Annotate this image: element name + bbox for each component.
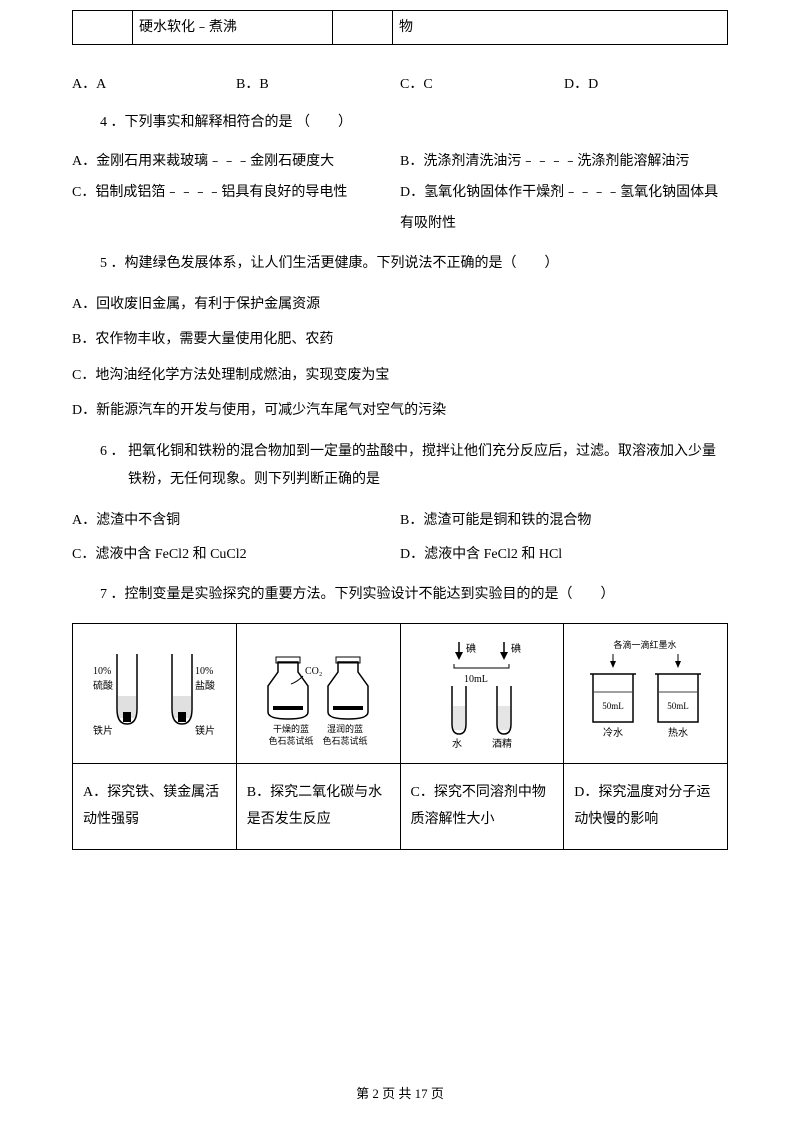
svg-text:各滴一滴红墨水: 各滴一滴红墨水 xyxy=(614,639,677,650)
answer-row: A．A B．B C．C D．D xyxy=(72,73,728,93)
q5-a: A．回收废旧金属，有利于保护金属资源 xyxy=(72,288,728,322)
svg-text:色石蕊试纸 色石蕊试纸: 色石蕊试纸 色石蕊试纸 xyxy=(269,735,368,746)
svg-text:10%: 10% xyxy=(93,666,111,677)
exp-c-img: 碘 碘 10mL 水 酒精 xyxy=(400,624,564,764)
q4-a: A．金刚石用来裁玻璃﹣﹣﹣金刚石硬度大 xyxy=(72,147,400,178)
exp-d-img: 各滴一滴红墨水 50mL 50mL 冷水 热水 xyxy=(564,624,728,764)
exp-d-desc: D．探究温度对分子运动快慢的影响 xyxy=(564,764,728,850)
ans-c: C．C xyxy=(400,73,564,93)
ans-d: D．D xyxy=(564,73,728,93)
q5-c: C．地沟油经化学方法处理制成燃油，实现变废为宝 xyxy=(72,359,728,393)
svg-text:镁片: 镁片 xyxy=(195,724,215,737)
q7-stem: 7 ．控制变量是实验探究的重要方法。下列实验设计不能达到实验目的的是（ ） xyxy=(100,581,728,609)
exp-a-desc: A．探究铁、镁金属活动性强弱 xyxy=(73,764,237,850)
svg-text:碘: 碘 xyxy=(511,642,521,655)
q6-c: C．滤液中含 FeCl2 和 CuCl2 xyxy=(72,538,400,572)
exp-b-desc: B．探究二氧化碳与水是否发生反应 xyxy=(236,764,400,850)
q4-b: B．洗涤剂清洗油污﹣﹣﹣﹣洗涤剂能溶解油污 xyxy=(400,147,728,178)
q4-stem: 4 ．下列事实和解释相符合的是 （ ） xyxy=(100,109,728,137)
top-cell-1 xyxy=(73,11,133,45)
q5-stem: 5 ．构建绿色发展体系，让人们生活更健康。下列说法不正确的是（ ） xyxy=(100,250,728,278)
svg-text:10mL: 10mL xyxy=(464,674,488,685)
experiment-table: 10% 硫酸 铁片 10% 盐酸 镁片 CO₂ 干燥的蓝 湿润的蓝 xyxy=(72,623,728,850)
svg-text:热水: 热水 xyxy=(668,726,688,739)
ans-a: A．A xyxy=(72,73,236,93)
svg-text:酒精: 酒精 xyxy=(492,737,512,750)
svg-text:干燥的蓝 湿润的蓝: 干燥的蓝 湿润的蓝 xyxy=(273,723,363,734)
q6-a: A．滤渣中不含铜 xyxy=(72,504,400,538)
svg-text:硫酸: 硫酸 xyxy=(93,679,113,692)
svg-text:碘: 碘 xyxy=(466,642,476,655)
q5-d: D．新能源汽车的开发与使用，可减少汽车尾气对空气的污染 xyxy=(72,394,728,428)
svg-text:50mL: 50mL xyxy=(667,701,689,711)
top-cell-2: 硬水软化﹣煮沸 xyxy=(133,11,333,45)
svg-text:铁片: 铁片 xyxy=(93,724,113,737)
q4-d: D．氢氧化钠固体作干燥剂﹣﹣﹣﹣氢氧化钠固体具有吸附性 xyxy=(400,178,728,240)
q4-c: C．铝制成铝箔﹣﹣﹣﹣铝具有良好的导电性 xyxy=(72,178,400,240)
exp-a-img: 10% 硫酸 铁片 10% 盐酸 镁片 xyxy=(73,624,237,764)
svg-text:水: 水 xyxy=(452,738,462,750)
svg-text:CO₂: CO₂ xyxy=(305,666,322,677)
q6-b: B．滤渣可能是铜和铁的混合物 xyxy=(400,504,728,538)
q6-stem: 6 ． 把氧化铜和铁粉的混合物加到一定量的盐酸中，搅拌让他们充分反应后，过滤。取… xyxy=(100,444,716,487)
page-footer: 第 2 页 共 17 页 xyxy=(0,1083,800,1102)
ans-b: B．B xyxy=(236,73,400,93)
top-cell-4: 物 xyxy=(393,11,728,45)
top-table: 硬水软化﹣煮沸 物 xyxy=(72,10,728,45)
top-cell-3 xyxy=(333,11,393,45)
q5-b: B．农作物丰收，需要大量使用化肥、农药 xyxy=(72,323,728,357)
svg-text:冷水: 冷水 xyxy=(603,726,623,739)
svg-text:10%: 10% xyxy=(195,666,213,677)
q6-d: D．滤液中含 FeCl2 和 HCl xyxy=(400,538,728,572)
exp-b-img: CO₂ 干燥的蓝 湿润的蓝 色石蕊试纸 色石蕊试纸 xyxy=(236,624,400,764)
svg-text:50mL: 50mL xyxy=(602,701,624,711)
svg-text:盐酸: 盐酸 xyxy=(195,679,215,692)
exp-c-desc: C．探究不同溶剂中物质溶解性大小 xyxy=(400,764,564,850)
